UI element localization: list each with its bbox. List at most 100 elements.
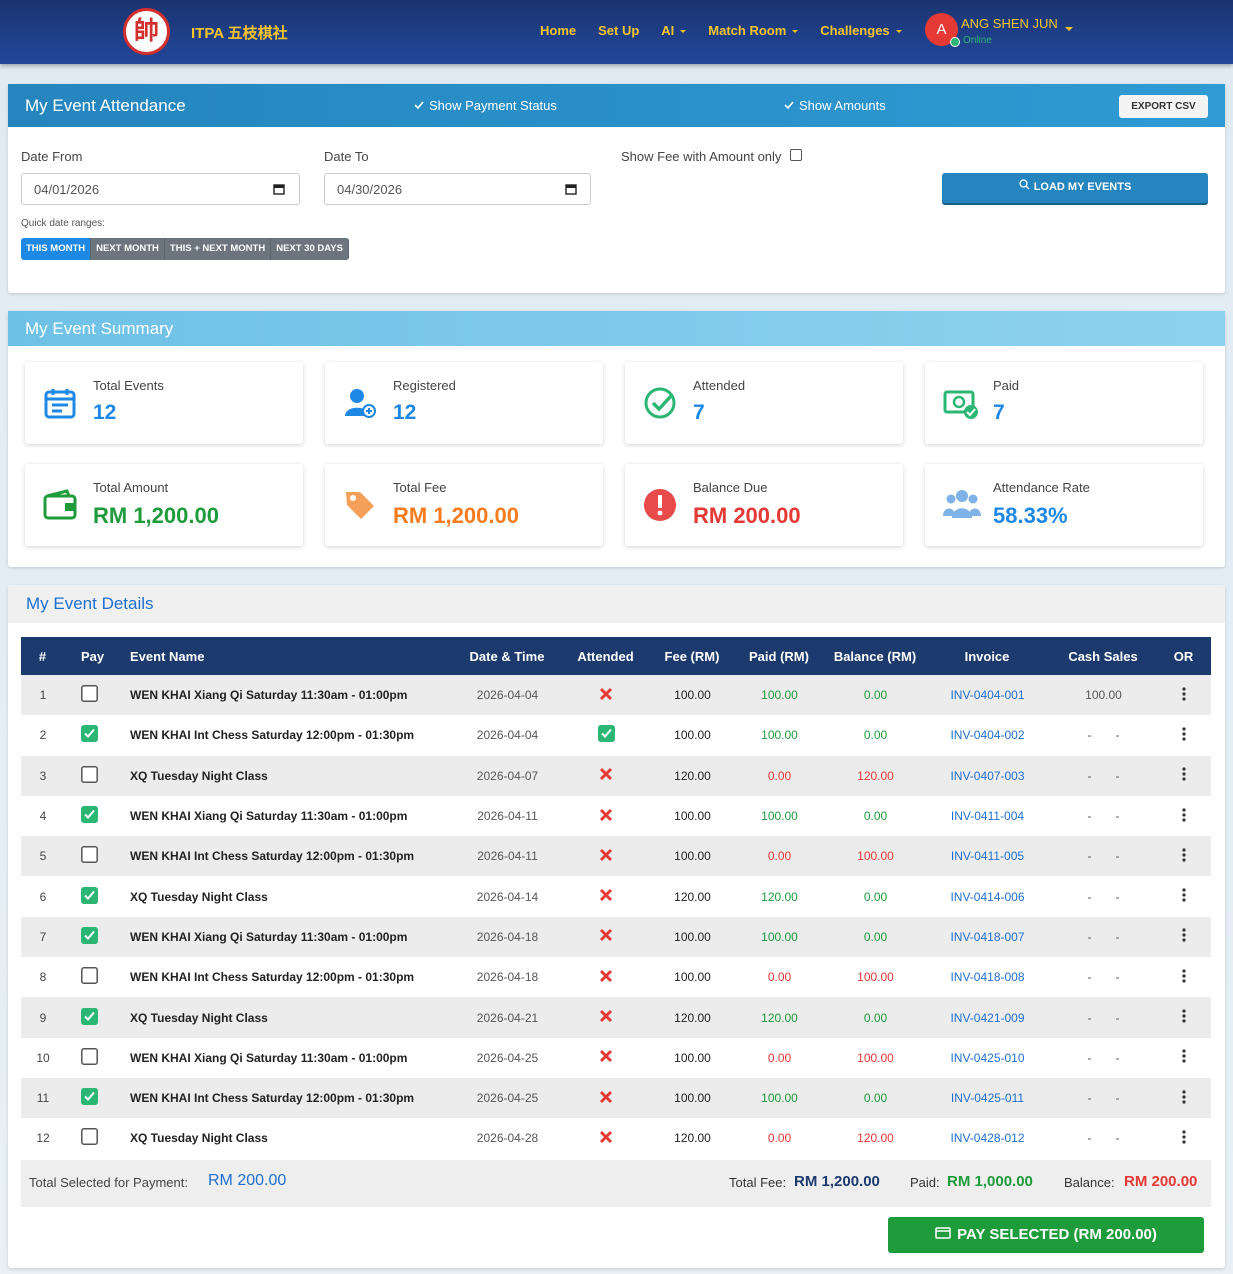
column-header: Pay — [65, 637, 120, 675]
pay-checkbox — [81, 1128, 98, 1148]
card-icon-part — [968, 494, 978, 504]
logo[interactable]: 帥 — [123, 8, 170, 55]
event-name: XQ Tuesday Night Class — [130, 889, 268, 904]
range-button[interactable]: THIS + NEXT MONTH — [164, 238, 272, 260]
event-name: XQ Tuesday Night Class — [130, 1131, 268, 1146]
cash-sales-value: - — [1115, 970, 1120, 985]
nav-link-label: Home — [540, 23, 577, 38]
or-cell[interactable] — [1157, 715, 1211, 755]
fee-only-checkbox[interactable] — [790, 149, 802, 161]
kebab-menu-part — [1182, 1054, 1186, 1058]
pay-cell[interactable] — [65, 1038, 120, 1078]
pay-cell[interactable] — [65, 957, 120, 997]
attended-cell — [560, 836, 652, 876]
user-status: Online — [963, 35, 992, 46]
attended-cross — [599, 808, 613, 825]
nav-link[interactable]: Home — [540, 23, 576, 38]
or-cell[interactable] — [1157, 997, 1211, 1037]
invoice[interactable]: INV-0421-009 — [950, 1010, 1025, 1025]
invoice[interactable]: INV-0411-004 — [950, 809, 1025, 824]
invoice[interactable]: INV-0425-011 — [950, 1091, 1025, 1106]
or-cell[interactable] — [1157, 836, 1211, 876]
avatar[interactable]: A — [925, 13, 958, 46]
nav-link[interactable]: Set Up — [598, 23, 639, 38]
pay-cell[interactable] — [65, 836, 120, 876]
kebab-menu-part — [1182, 848, 1186, 862]
pay-checkbox-part — [81, 1128, 98, 1146]
pay-cell[interactable] — [65, 756, 120, 796]
event-date: 2026-04-18 — [476, 929, 539, 944]
card-value: 7 — [693, 401, 705, 424]
cash-sales-value: - — [1087, 1091, 1092, 1106]
invoice[interactable]: INV-0404-002 — [950, 728, 1025, 743]
paid: 0.00 — [767, 849, 792, 864]
pay-cell[interactable] — [65, 876, 120, 916]
pay-checkbox-part — [81, 765, 98, 783]
table-row: 10 WEN KHAI Xiang Qi Saturday 11:30am - 0… — [21, 1037, 1211, 1078]
or-cell[interactable] — [1157, 1038, 1211, 1078]
summary-card: Attendance Rate 58.33% — [925, 464, 1203, 546]
pay-cell[interactable] — [65, 917, 120, 957]
load-button[interactable]: LOAD MY EVENTS — [942, 173, 1208, 203]
balance-total: RM 200.00 — [1124, 1173, 1198, 1190]
invoice[interactable]: INV-0418-007 — [950, 929, 1025, 944]
event-date: 2026-04-25 — [476, 1050, 539, 1065]
card-icon-part — [346, 492, 374, 519]
card-icon-part — [658, 495, 662, 508]
pay-cell[interactable] — [65, 715, 120, 755]
user-name[interactable]: ANG SHEN JUN — [961, 16, 1058, 31]
kebab-menu-part — [1182, 969, 1186, 983]
pay-cell[interactable] — [65, 796, 120, 836]
invoice[interactable]: INV-0407-003 — [950, 768, 1025, 783]
pay-button[interactable]: PAY SELECTED (RM 200.00) — [888, 1217, 1204, 1253]
or-cell[interactable] — [1157, 796, 1211, 836]
invoice[interactable]: INV-0425-010 — [950, 1050, 1025, 1065]
pay-checkbox-part — [81, 685, 98, 703]
range-button[interactable]: THIS MONTH — [21, 238, 92, 260]
pay-cell[interactable] — [65, 1118, 120, 1158]
invoice[interactable]: INV-0404-001 — [950, 688, 1025, 703]
kebab-menu-part — [1182, 772, 1186, 776]
kebab-menu-part — [1182, 777, 1186, 781]
kebab-menu-part — [1182, 817, 1186, 822]
invoice[interactable]: INV-0428-012 — [950, 1131, 1025, 1146]
invoice[interactable]: INV-0414-006 — [950, 889, 1025, 904]
event-name: WEN KHAI Xiang Qi Saturday 11:30am - 01:… — [130, 1050, 408, 1065]
fee: 100.00 — [674, 1091, 711, 1106]
range-button[interactable]: NEXT 30 DAYS — [271, 238, 349, 260]
calendar-icon-part — [565, 184, 577, 195]
kebab-menu-part — [1182, 692, 1186, 696]
nav-link[interactable]: Challenges — [820, 23, 902, 38]
invoice[interactable]: INV-0411-005 — [950, 849, 1025, 864]
card-label: Attended — [693, 378, 746, 393]
or-cell[interactable] — [1157, 1078, 1211, 1118]
pay-cell[interactable] — [65, 997, 120, 1037]
or-cell[interactable] — [1157, 957, 1211, 997]
date-from-input[interactable]: 04/01/2026 — [21, 173, 300, 205]
toggle[interactable]: Show Payment Status — [414, 98, 557, 113]
range-button[interactable]: NEXT MONTH — [91, 238, 165, 260]
nav-link[interactable]: AI — [661, 23, 687, 38]
attended-cell — [560, 997, 652, 1037]
pay-cell[interactable] — [65, 675, 120, 715]
toggle[interactable]: Show Amounts — [784, 98, 886, 113]
card-icon-part — [46, 389, 74, 413]
or-cell[interactable] — [1157, 876, 1211, 916]
card-icon-part — [946, 494, 956, 504]
cash-sales: -- — [1050, 796, 1157, 836]
invoice[interactable]: INV-0418-008 — [950, 970, 1025, 985]
card-value: 7 — [993, 401, 1005, 424]
nav-link[interactable]: Match Room — [708, 23, 799, 38]
brand[interactable]: ITPA 五枝棋社 — [191, 25, 288, 42]
pay-cell[interactable] — [65, 1078, 120, 1118]
table-row: 8 WEN KHAI Int Chess Saturday 12:00pm - 0… — [21, 957, 1211, 998]
export-button[interactable]: EXPORT CSV — [1119, 95, 1208, 118]
or-cell[interactable] — [1157, 1118, 1211, 1158]
calendar-icon-part — [566, 185, 576, 188]
paid: 100.00 — [761, 1091, 798, 1106]
kebab-menu-part — [1182, 893, 1186, 897]
or-cell[interactable] — [1157, 675, 1211, 715]
date-to-input[interactable]: 04/30/2026 — [324, 173, 591, 205]
or-cell[interactable] — [1157, 756, 1211, 796]
or-cell[interactable] — [1157, 917, 1211, 957]
